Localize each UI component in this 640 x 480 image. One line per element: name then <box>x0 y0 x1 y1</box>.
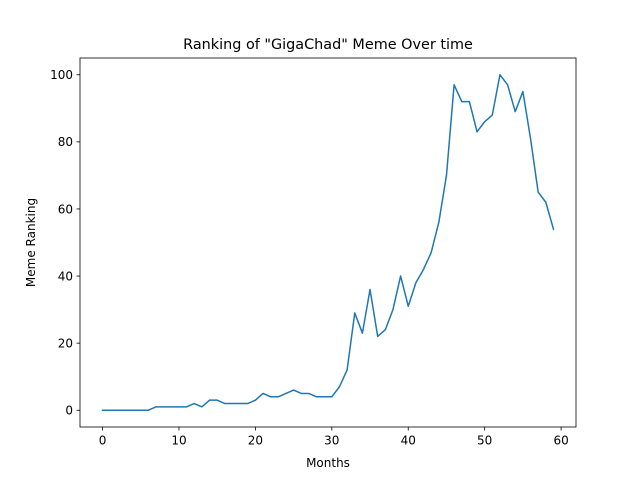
data-point <box>400 275 402 277</box>
data-point <box>545 201 547 203</box>
y-tick-label: 80 <box>58 135 73 149</box>
data-point <box>170 406 172 408</box>
data-point <box>117 409 119 411</box>
y-tick-label: 40 <box>58 269 73 283</box>
y-tick-label: 60 <box>58 202 73 216</box>
data-point <box>101 409 104 411</box>
data-point <box>529 137 532 140</box>
data-point <box>231 402 234 405</box>
data-point <box>346 369 348 371</box>
data-point <box>331 396 333 398</box>
data-point <box>552 228 555 230</box>
data-point <box>277 396 279 398</box>
data-point <box>132 409 134 411</box>
data-point <box>293 389 295 391</box>
data-point <box>377 335 379 338</box>
data-point <box>239 402 241 405</box>
x-tick-label: 0 <box>99 434 107 448</box>
data-point <box>499 74 501 76</box>
data-point <box>155 406 157 408</box>
data-point <box>262 392 264 395</box>
data-point <box>315 396 318 398</box>
data-point <box>308 392 310 395</box>
data-point <box>354 312 356 314</box>
data-point <box>216 399 218 401</box>
data-point <box>323 396 325 398</box>
data-point <box>338 386 341 388</box>
y-tick-label: 100 <box>50 68 73 82</box>
data-point <box>468 101 470 103</box>
data-point <box>384 329 386 331</box>
data-point <box>476 131 478 133</box>
data-point <box>491 114 493 116</box>
axes-frame <box>79 57 577 428</box>
data-point <box>369 288 371 291</box>
series-line <box>101 74 555 411</box>
x-axis-label: Months <box>306 456 350 470</box>
y-tick-label: 20 <box>58 336 73 350</box>
data-point <box>430 251 432 254</box>
data-point <box>186 406 188 408</box>
data-point <box>224 402 226 405</box>
data-point <box>445 174 448 177</box>
data-point <box>300 392 302 395</box>
data-point <box>254 399 256 401</box>
plot-area <box>101 74 555 411</box>
data-point <box>438 221 440 223</box>
data-point <box>109 409 111 411</box>
data-point <box>461 101 463 103</box>
data-point <box>285 392 287 395</box>
data-point <box>507 84 509 86</box>
data-point <box>178 406 180 408</box>
x-tick-label: 10 <box>171 434 186 448</box>
data-point <box>270 396 272 398</box>
data-point <box>140 409 142 411</box>
x-tick-label: 30 <box>324 434 339 448</box>
data-point <box>392 308 394 311</box>
data-point <box>522 90 524 93</box>
x-tick-label: 60 <box>553 434 568 448</box>
data-point <box>193 402 195 405</box>
data-point <box>201 406 203 408</box>
data-point <box>453 84 455 86</box>
y-axis: 0 20 40 60 80 100 <box>50 68 80 418</box>
y-axis-label: Meme Ranking <box>24 198 38 287</box>
chart-title: Ranking of "GigaChad" Meme Over time <box>183 37 473 53</box>
data-point <box>422 268 425 270</box>
data-point <box>208 399 211 401</box>
data-point <box>407 305 409 307</box>
x-tick-label: 40 <box>401 434 416 448</box>
data-point <box>415 282 417 284</box>
data-point <box>361 332 363 334</box>
data-point <box>247 402 249 405</box>
x-tick-label: 50 <box>477 434 492 448</box>
data-point <box>484 121 486 123</box>
data-point <box>147 409 149 411</box>
data-point <box>124 409 127 411</box>
y-tick-label: 0 <box>65 404 73 418</box>
data-point <box>537 191 539 193</box>
data-point <box>514 111 516 113</box>
x-tick-label: 20 <box>248 434 263 448</box>
data-point <box>163 406 165 408</box>
x-axis: 0 10 20 30 40 50 60 <box>99 427 569 448</box>
